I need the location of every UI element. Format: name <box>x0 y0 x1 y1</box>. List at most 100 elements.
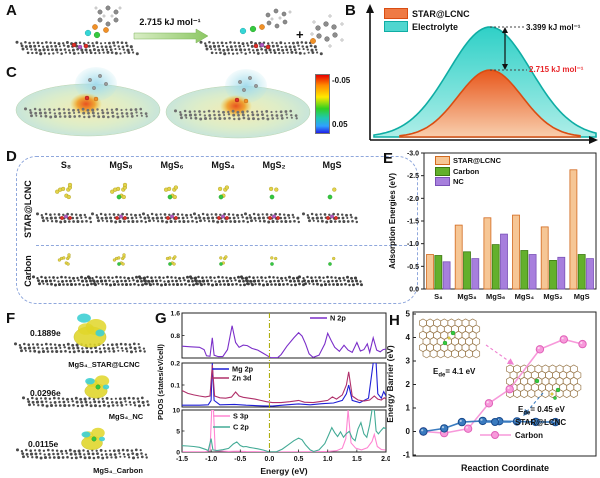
carbon-atom <box>90 212 95 216</box>
carbon-atom <box>179 279 182 283</box>
carbon-atom <box>50 45 53 48</box>
bar-STAR@LCNC-MgS <box>569 169 578 290</box>
carbon-atom <box>112 350 116 353</box>
carbon-atom <box>136 456 140 459</box>
sulfur-atom <box>447 336 451 340</box>
carbon-atom <box>231 109 235 113</box>
carbon-atom <box>189 213 192 217</box>
carbon-atom <box>60 275 63 279</box>
carbon-atom <box>73 111 76 115</box>
carbon-atom <box>223 117 227 120</box>
carbon-atom <box>19 346 23 350</box>
carbon-atom <box>180 116 183 120</box>
carbon-atom <box>95 214 98 217</box>
carbon-atom <box>67 346 71 350</box>
structure-name: MgS₄_NC <box>108 412 144 421</box>
carbon-atom <box>148 219 151 223</box>
carbon-atom <box>211 216 215 220</box>
legend-swatch <box>435 177 450 186</box>
carbon-atom <box>282 213 286 216</box>
carbon-atom <box>99 212 103 216</box>
carbon-atom <box>261 116 265 120</box>
carbon-atom <box>140 111 143 115</box>
zinc-dopant <box>330 214 334 219</box>
desolvation-curves-chart <box>366 4 598 144</box>
carbon-atom <box>88 397 91 400</box>
col-header-s8: S₈ <box>60 160 72 170</box>
carbon-atom <box>165 220 169 224</box>
carbon-atom <box>67 220 71 223</box>
carbon-atom <box>236 110 240 114</box>
carbon-atom <box>281 279 284 283</box>
carbon-atom <box>312 219 315 222</box>
adsorption-configurations-graphic <box>31 182 363 287</box>
carbon-atom <box>63 403 67 408</box>
y-tick-label: 0.8 <box>171 333 181 340</box>
carbon-atom <box>257 279 260 283</box>
carbon-atom <box>50 220 54 223</box>
carbon-atom <box>141 212 146 216</box>
carbon-atom <box>160 216 164 220</box>
carbon-atom <box>106 401 110 404</box>
charge-value: 0.1889e <box>30 328 61 338</box>
carbon-atom <box>80 400 83 404</box>
adsorbate-atom <box>254 84 258 88</box>
carbon-atom <box>45 404 49 408</box>
carbon-atom <box>223 212 226 216</box>
carbon-atom <box>216 41 219 44</box>
carbon-atom <box>46 448 50 452</box>
panel-g: G 1.6 0.8 0.2 0.1 10 5 0 -1.5 -1.0 -0.5 0.0 0.5 1.0 1… <box>153 305 390 478</box>
magnesium-atom <box>534 378 540 384</box>
carbon-atom <box>101 456 105 460</box>
carbon-atom <box>216 220 220 224</box>
carbon-atom <box>116 346 119 349</box>
col-header-mgs4: MgS₄ <box>211 160 235 170</box>
carbon-atom <box>352 283 355 287</box>
carbon-atom <box>279 216 283 220</box>
carbon-atom <box>77 108 80 112</box>
carbon-atom <box>226 48 230 52</box>
carbon-atom <box>57 213 61 216</box>
carbon-atom <box>257 213 260 216</box>
carbon-atom <box>134 448 138 452</box>
carbon-atom <box>155 213 158 216</box>
carbon-atom <box>22 455 25 459</box>
carbon-atom <box>97 48 101 52</box>
carbon-atom <box>174 276 177 279</box>
carbon-ring-atom <box>331 24 337 30</box>
carbon-atom <box>336 213 340 216</box>
carbon-atom <box>132 51 135 54</box>
data-point-highlight <box>421 429 424 432</box>
carbon-atom <box>314 276 317 279</box>
carbon-atom <box>322 276 325 280</box>
pointer-arrow-star <box>523 392 544 416</box>
carbon-atom <box>173 109 178 113</box>
carbon-atom <box>237 216 240 220</box>
carbon-atom <box>49 115 53 119</box>
carbon-atom <box>105 456 109 459</box>
carbon-atom <box>229 276 232 280</box>
carbon-atom <box>296 216 300 220</box>
carbon-atom <box>96 455 100 459</box>
x-tick-label: -0.5 <box>234 456 246 463</box>
carbon-atom <box>45 346 49 350</box>
carbon-atom <box>330 276 333 279</box>
carbon-atom <box>15 40 19 44</box>
carbon-atom <box>237 41 241 45</box>
carbon-atom <box>30 114 33 118</box>
carbon-atom <box>100 45 104 48</box>
y-tick-label: 3 <box>406 357 411 366</box>
carbon-atom <box>268 275 271 279</box>
carbon-atom <box>348 283 351 287</box>
carbon-atom <box>120 112 124 115</box>
carbon-atom <box>130 115 134 118</box>
carbon-atom <box>23 107 28 111</box>
oxygen-dopant <box>217 216 221 220</box>
carbon-atom <box>76 47 79 51</box>
carbon-atom <box>121 115 125 118</box>
carbon-atom <box>306 275 309 279</box>
charge-value: 0.0115e <box>28 439 59 449</box>
phosphorus-atom <box>93 96 99 102</box>
carbon-atom <box>41 216 45 220</box>
carbon-atom <box>79 397 83 401</box>
